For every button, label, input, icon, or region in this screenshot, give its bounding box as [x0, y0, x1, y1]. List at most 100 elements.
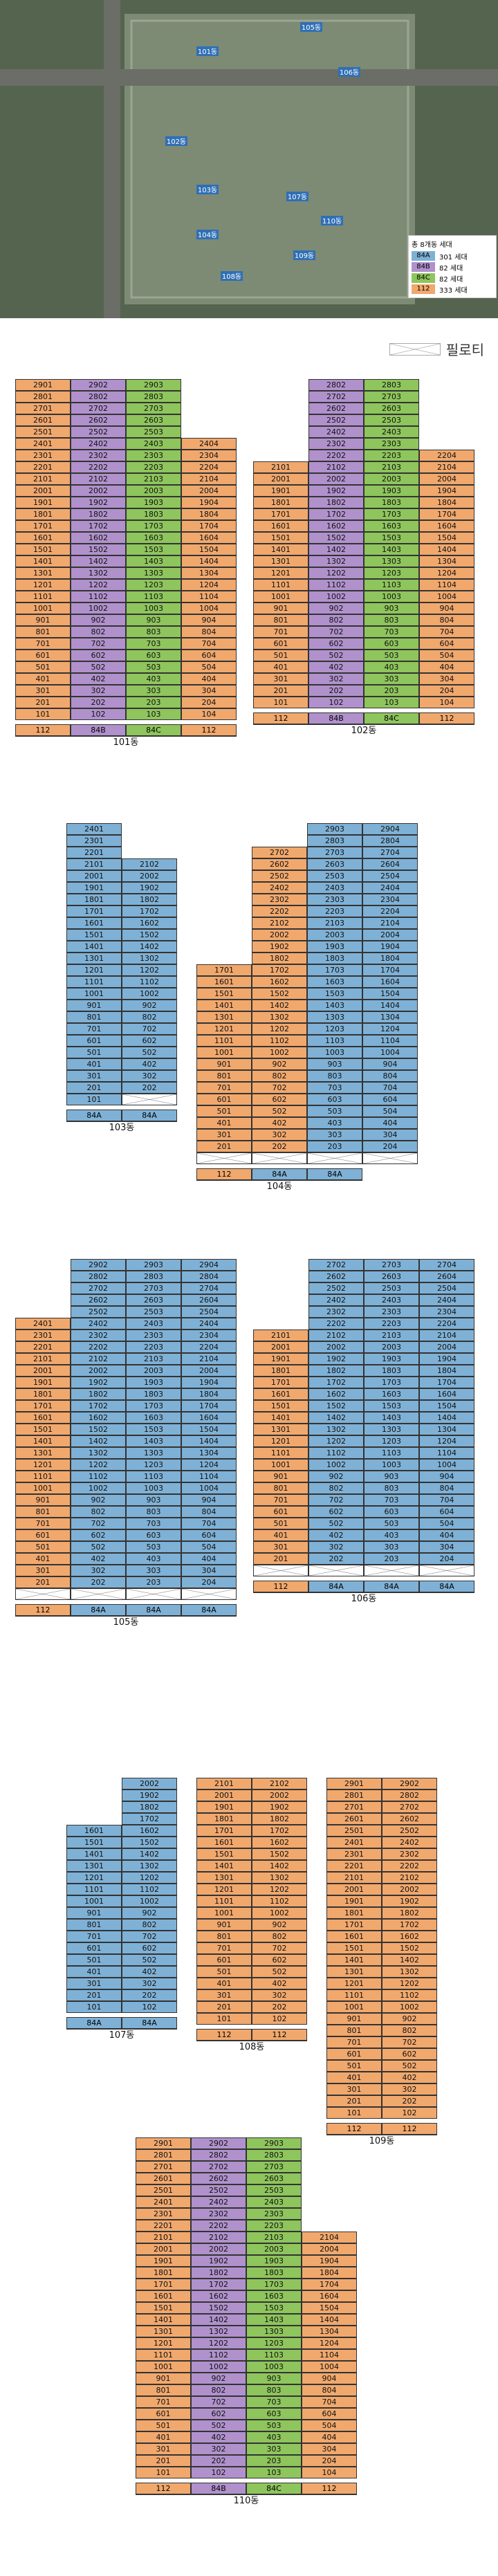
unit-cell: 1101 — [326, 1989, 382, 2001]
unit-cell: 2003 — [364, 1341, 419, 1353]
unit-type-label: 84A — [419, 1581, 474, 1592]
unit-cell: 1302 — [382, 1966, 437, 1978]
unit-cell: 202 — [122, 1989, 177, 2001]
unit-cell: 2002 — [122, 870, 177, 882]
unit-cell: 1604 — [181, 1412, 237, 1424]
unit-cell: 2003 — [126, 1365, 181, 1377]
unit-cell: 2502 — [382, 1825, 437, 1837]
unit-cell: 502 — [71, 1541, 126, 1553]
unit-cell: 1803 — [364, 1365, 419, 1377]
unit-cell: 2802 — [71, 1271, 126, 1282]
unit-cell: 1603 — [307, 976, 362, 988]
unit-cell: 703 — [126, 1518, 181, 1529]
unit-cell: 2902 — [191, 2137, 246, 2149]
unit-cell: 2603 — [364, 403, 419, 414]
unit-cell: 1502 — [308, 532, 364, 544]
aerial-building-label: 102동 — [167, 138, 186, 146]
unit-cell: 1704 — [419, 508, 474, 520]
unit-cell: 1201 — [66, 1872, 122, 1884]
unit-cell: 1903 — [307, 941, 362, 953]
unit-cell: 1504 — [362, 988, 418, 1000]
unit-cell: 2703 — [364, 391, 419, 403]
unit-cell: 2601 — [15, 414, 71, 426]
unit-cell: 2002 — [382, 1884, 437, 1895]
unit-cell: 1802 — [122, 894, 177, 905]
unit-cell: 1402 — [308, 1412, 364, 1424]
unit-cell: 702 — [252, 1942, 307, 1954]
unit-cell: 2401 — [66, 823, 122, 835]
unit-cell: 101 — [66, 2001, 122, 2013]
unit-cell: 602 — [71, 1529, 126, 1541]
unit-cell: 1201 — [136, 2337, 191, 2349]
unit-cell: 901 — [66, 1907, 122, 1919]
unit-cell: 2602 — [71, 414, 126, 426]
unit-cell: 2001 — [253, 473, 308, 485]
unit-cell: 2001 — [15, 1365, 71, 1377]
unit-cell: 2202 — [382, 1860, 437, 1872]
unit-cell: 2404 — [362, 882, 418, 894]
unit-cell: 1404 — [362, 1000, 418, 1011]
unit-cell: 1801 — [66, 894, 122, 905]
legend-type: 84B — [412, 262, 435, 272]
unit-cell: 101 — [326, 2107, 382, 2119]
unit-cell: 1901 — [253, 1353, 308, 1365]
unit-cell: 1702 — [252, 1825, 307, 1837]
unit-cell: 2103 — [364, 461, 419, 473]
unit-cell: 302 — [308, 673, 364, 685]
unit-cell: 1102 — [122, 1884, 177, 1895]
unit-cell: 1003 — [126, 602, 181, 614]
unit-cell: 2502 — [71, 426, 126, 438]
unit-cell: 2802 — [382, 1790, 437, 1801]
unit-cell: 1701 — [66, 905, 122, 917]
piloti-cell — [307, 1152, 362, 1164]
unit-cell: 2503 — [126, 426, 181, 438]
unit-cell: 201 — [136, 2455, 191, 2467]
unit-cell: 703 — [307, 1082, 362, 1094]
unit-cell: 1702 — [71, 1400, 126, 1412]
unit-cell: 502 — [71, 661, 126, 673]
unit-cell: 2703 — [307, 847, 362, 858]
unit-cell: 2201 — [15, 461, 71, 473]
unit-cell: 302 — [382, 2083, 437, 2095]
unit-cell: 1801 — [326, 1907, 382, 1919]
unit-cell: 1702 — [252, 964, 307, 976]
unit-cell: 1204 — [419, 1435, 474, 1447]
unit-cell: 1802 — [71, 508, 126, 520]
unit-cell: 602 — [191, 2408, 246, 2420]
unit-cell: 1003 — [307, 1047, 362, 1058]
unit-cell: 1201 — [196, 1023, 252, 1035]
unit-cell: 1303 — [307, 1011, 362, 1023]
unit-cell: 801 — [136, 2384, 191, 2396]
unit-cell: 1404 — [419, 1412, 474, 1424]
unit-cell: 1701 — [253, 508, 308, 520]
unit-cell: 403 — [307, 1117, 362, 1129]
unit-type-label: 112 — [382, 2123, 437, 2135]
unit-cell: 702 — [122, 1023, 177, 1035]
unit-cell: 2602 — [71, 1294, 126, 1306]
unit-cell: 1703 — [126, 520, 181, 532]
unit-cell: 1303 — [246, 2326, 302, 2337]
unit-cell: 402 — [71, 1553, 126, 1565]
unit-cell: 2501 — [136, 2184, 191, 2196]
piloti-cell — [308, 1565, 364, 1576]
unit-cell: 1502 — [191, 2302, 246, 2314]
unit-cell: 301 — [326, 2083, 382, 2095]
unit-cell: 2303 — [364, 1306, 419, 1318]
unit-cell: 2802 — [308, 379, 364, 391]
unit-cell: 601 — [196, 1954, 252, 1966]
unit-cell: 1902 — [308, 485, 364, 497]
aerial-building-label: 104동 — [198, 231, 217, 239]
unit-cell: 402 — [308, 661, 364, 673]
unit-cell: 1604 — [181, 532, 237, 544]
unit-cell: 2401 — [136, 2196, 191, 2208]
unit-cell: 1504 — [181, 1424, 237, 1435]
unit-cell: 904 — [419, 602, 474, 614]
unit-cell: 804 — [181, 626, 237, 638]
unit-type-label: 112 — [15, 724, 71, 736]
unit-cell: 2203 — [126, 461, 181, 473]
unit-cell: 502 — [308, 650, 364, 661]
unit-cell: 1701 — [196, 964, 252, 976]
building-stack: 101 201 301 401 501 601 701 801 901 1001 1101 1201 1… — [66, 1778, 177, 2054]
unit-cell: 101 — [15, 708, 71, 720]
legend: 총 8개동 세대 84A 301 세대 84B 82 세대 84C 82 세대 112 333… — [408, 235, 497, 298]
